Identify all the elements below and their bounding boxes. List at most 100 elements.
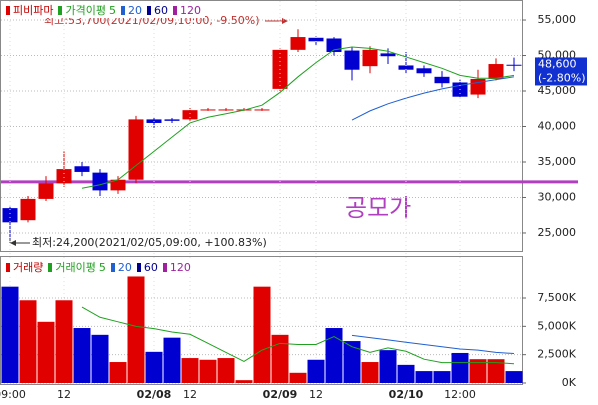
candle-body: [92, 172, 108, 191]
last-price-change: (-2.80%): [538, 71, 586, 84]
legend-label: 60: [153, 3, 168, 17]
moving-average-line: [351, 76, 515, 121]
volume-bar: [361, 362, 379, 383]
candle-body: [506, 64, 522, 66]
moving-average-line: [81, 306, 515, 365]
last-price-box: [535, 57, 587, 86]
legend-label: 거래량: [13, 261, 44, 274]
legend-label: 5: [108, 3, 116, 17]
moving-average-line: [351, 334, 515, 355]
low-annotation: 최저:24,200(2021/02/05,09:00, +100.83%): [32, 236, 267, 249]
legend-swatch: [120, 5, 125, 15]
y-tick-label: 7,500K: [537, 291, 576, 304]
candle-body: [164, 119, 180, 121]
candle-body: [416, 68, 432, 74]
candle-body: [308, 37, 324, 42]
candle-body: [200, 109, 216, 111]
legend-label: 5: [98, 260, 106, 274]
legend-label: 20: [117, 260, 132, 274]
candle-body: [362, 49, 378, 67]
y-tick-label: 5,000K: [537, 319, 576, 332]
x-tick-label: 02/09: [263, 388, 298, 401]
legend-swatch: [136, 262, 141, 272]
x-tick-label: 12: [309, 388, 323, 401]
volume-legend: 거래량 거래이평 5 20 60 120: [4, 259, 195, 275]
volume-bar: [343, 341, 361, 383]
legend-swatch: [58, 5, 63, 15]
legend-swatch: [162, 262, 167, 272]
candle-body: [2, 208, 18, 223]
volume-bar: [19, 300, 37, 383]
low-arrow-head: [10, 240, 16, 246]
y-tick-label: 55,000: [538, 13, 577, 26]
volume-bar: [235, 380, 253, 383]
volume-bar: [109, 362, 127, 383]
x-tick-label: 12: [183, 388, 197, 401]
legend-swatch: [48, 262, 53, 272]
moving-average-line: [81, 46, 515, 189]
y-tick-label: 0K: [562, 376, 577, 389]
x-tick-label: 12: [57, 388, 71, 401]
y-tick-label: 25,000: [538, 226, 577, 239]
candle-body: [326, 38, 342, 52]
volume-bar: [379, 350, 397, 383]
candle-body: [344, 50, 360, 70]
candle-body: [182, 110, 198, 120]
volume-bar: [217, 358, 235, 383]
legend-swatch: [6, 262, 10, 272]
legend-label: 20: [127, 3, 142, 17]
legend-label: 120: [179, 3, 201, 17]
last-price-label: 48,600: [538, 57, 577, 70]
candle-body: [380, 53, 396, 57]
x-tick-label: 02/10: [389, 388, 424, 401]
volume-bar: [397, 364, 415, 383]
legend-label: 120: [169, 260, 191, 274]
volume-bar: [91, 334, 109, 383]
x-tick-label: 09:00: [0, 388, 26, 401]
y-tick-label: 35,000: [538, 155, 577, 168]
candle-body: [218, 109, 234, 111]
legend-swatch: [172, 5, 177, 15]
candle-body: [254, 109, 270, 111]
volume-bar: [1, 286, 19, 383]
high-arrow-head: [282, 18, 288, 24]
volume-bar: [469, 359, 487, 383]
legend-label: 가격이평: [65, 4, 106, 17]
volume-bar: [181, 358, 199, 383]
candle-body: [74, 166, 90, 172]
volume-bar: [433, 371, 451, 383]
volume-bar: [487, 359, 505, 383]
candle-body: [110, 179, 126, 191]
legend-swatch: [110, 262, 115, 272]
volume-bar: [55, 300, 73, 383]
legend-swatch: [6, 5, 10, 15]
candle-body: [488, 64, 504, 79]
price-legend: 피비파마 가격이평 5 20 60 120: [4, 2, 205, 18]
volume-bar: [199, 359, 217, 383]
volume-bar: [325, 328, 343, 383]
legend-label: 피비파마: [13, 4, 54, 17]
candle-body: [398, 65, 414, 70]
volume-bar: [37, 321, 55, 383]
x-tick-label: 12:00: [444, 388, 476, 401]
candle-body: [20, 198, 36, 221]
volume-bar: [505, 371, 523, 383]
volume-bar: [253, 286, 271, 383]
y-tick-label: 45,000: [538, 84, 577, 97]
y-tick-label: 30,000: [538, 190, 577, 203]
candle-body: [128, 119, 144, 180]
x-tick-label: 02/08: [137, 388, 172, 401]
volume-bar: [415, 371, 433, 383]
reference-label: 공모가: [345, 194, 411, 222]
y-tick-label: 2,500K: [537, 348, 576, 361]
legend-label: 60: [143, 260, 158, 274]
volume-bar: [289, 372, 307, 383]
candle-body: [38, 183, 54, 199]
volume-bar: [145, 351, 163, 383]
volume-bar: [451, 352, 469, 383]
volume-bar: [73, 328, 91, 383]
volume-bar: [127, 276, 145, 383]
candle-body: [434, 76, 450, 84]
legend-swatch: [146, 5, 151, 15]
